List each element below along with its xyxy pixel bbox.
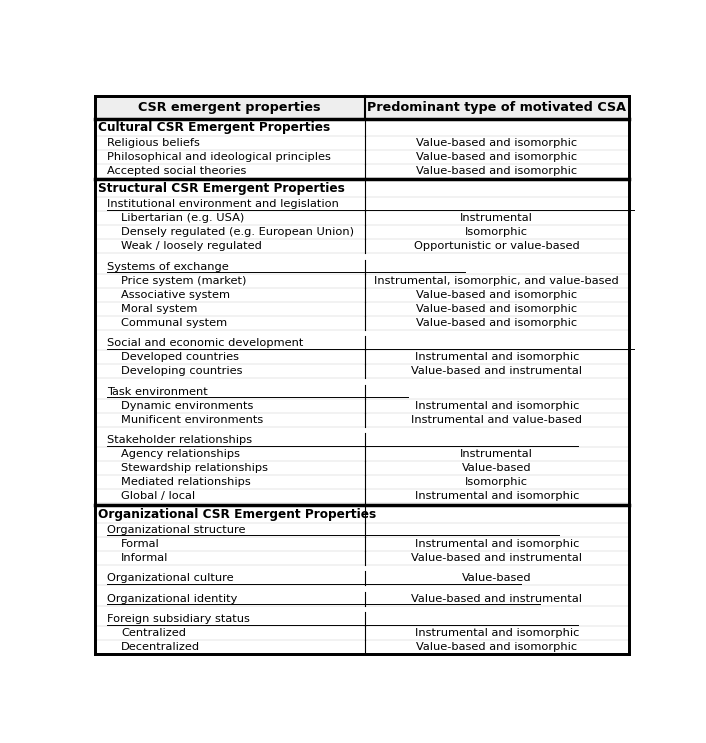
- Text: Accepted social theories: Accepted social theories: [107, 166, 246, 176]
- Text: Religious beliefs: Religious beliefs: [107, 138, 200, 148]
- Text: Instrumental: Instrumental: [460, 450, 533, 459]
- Text: Formal: Formal: [121, 539, 160, 549]
- Text: Cultural CSR Emergent Properties: Cultural CSR Emergent Properties: [97, 121, 330, 134]
- Text: Instrumental and isomorphic: Instrumental and isomorphic: [414, 629, 579, 638]
- Text: Instrumental: Instrumental: [460, 213, 533, 224]
- Text: Value-based and instrumental: Value-based and instrumental: [411, 553, 582, 563]
- Text: Value-based and isomorphic: Value-based and isomorphic: [416, 152, 578, 162]
- Text: Task environment: Task environment: [107, 387, 208, 397]
- Text: Organizational structure: Organizational structure: [107, 525, 246, 535]
- Text: Isomorphic: Isomorphic: [465, 477, 528, 487]
- Text: Densely regulated (e.g. European Union): Densely regulated (e.g. European Union): [121, 227, 354, 237]
- Text: Institutional environment and legislation: Institutional environment and legislatio…: [107, 199, 339, 210]
- Text: Value-based and isomorphic: Value-based and isomorphic: [416, 304, 578, 314]
- Text: Organizational identity: Organizational identity: [107, 594, 237, 604]
- Text: Agency relationships: Agency relationships: [121, 450, 240, 459]
- Text: Instrumental and isomorphic: Instrumental and isomorphic: [414, 539, 579, 549]
- Text: Value-based and instrumental: Value-based and instrumental: [411, 594, 582, 604]
- Text: Value-based and instrumental: Value-based and instrumental: [411, 366, 582, 377]
- Text: Developing countries: Developing countries: [121, 366, 243, 377]
- Text: Global / local: Global / local: [121, 491, 195, 502]
- Text: Stakeholder relationships: Stakeholder relationships: [107, 435, 252, 445]
- Text: Social and economic development: Social and economic development: [107, 338, 304, 348]
- Text: Organizational CSR Emergent Properties: Organizational CSR Emergent Properties: [97, 508, 376, 521]
- Text: Informal: Informal: [121, 553, 169, 563]
- Text: Weak / loosely regulated: Weak / loosely regulated: [121, 241, 262, 251]
- Text: Organizational culture: Organizational culture: [107, 574, 234, 583]
- Text: Libertarian (e.g. USA): Libertarian (e.g. USA): [121, 213, 244, 224]
- Text: Foreign subsidiary status: Foreign subsidiary status: [107, 614, 250, 624]
- Text: Value-based and isomorphic: Value-based and isomorphic: [416, 138, 578, 148]
- Text: Decentralized: Decentralized: [121, 643, 201, 652]
- Text: Moral system: Moral system: [121, 304, 198, 314]
- Text: Isomorphic: Isomorphic: [465, 227, 528, 237]
- Bar: [95, 96, 629, 119]
- Text: Centralized: Centralized: [121, 629, 186, 638]
- Text: Associative system: Associative system: [121, 290, 230, 300]
- Text: Price system (market): Price system (market): [121, 276, 246, 286]
- Text: Value-based and isomorphic: Value-based and isomorphic: [416, 290, 578, 300]
- Text: Value-based and isomorphic: Value-based and isomorphic: [416, 166, 578, 176]
- Text: Dynamic environments: Dynamic environments: [121, 401, 253, 411]
- Text: Value-based: Value-based: [462, 464, 532, 473]
- Text: Mediated relationships: Mediated relationships: [121, 477, 251, 487]
- Text: Value-based: Value-based: [462, 574, 532, 583]
- Text: Instrumental and isomorphic: Instrumental and isomorphic: [414, 352, 579, 363]
- Text: Instrumental, isomorphic, and value-based: Instrumental, isomorphic, and value-base…: [374, 276, 619, 286]
- Text: Stewardship relationships: Stewardship relationships: [121, 464, 268, 473]
- Text: Value-based and isomorphic: Value-based and isomorphic: [416, 643, 578, 652]
- Text: Structural CSR Emergent Properties: Structural CSR Emergent Properties: [97, 182, 345, 195]
- Text: Developed countries: Developed countries: [121, 352, 239, 363]
- Text: Communal system: Communal system: [121, 318, 227, 328]
- Text: Instrumental and value-based: Instrumental and value-based: [411, 415, 582, 425]
- Text: Systems of exchange: Systems of exchange: [107, 262, 229, 272]
- Text: Value-based and isomorphic: Value-based and isomorphic: [416, 318, 578, 328]
- Text: Opportunistic or value-based: Opportunistic or value-based: [414, 241, 580, 251]
- Text: CSR emergent properties: CSR emergent properties: [138, 101, 321, 114]
- Text: Instrumental and isomorphic: Instrumental and isomorphic: [414, 401, 579, 411]
- Text: Philosophical and ideological principles: Philosophical and ideological principles: [107, 152, 330, 162]
- Text: Instrumental and isomorphic: Instrumental and isomorphic: [414, 491, 579, 502]
- Text: Predominant type of motivated CSA: Predominant type of motivated CSA: [367, 101, 626, 114]
- Text: Munificent environments: Munificent environments: [121, 415, 263, 425]
